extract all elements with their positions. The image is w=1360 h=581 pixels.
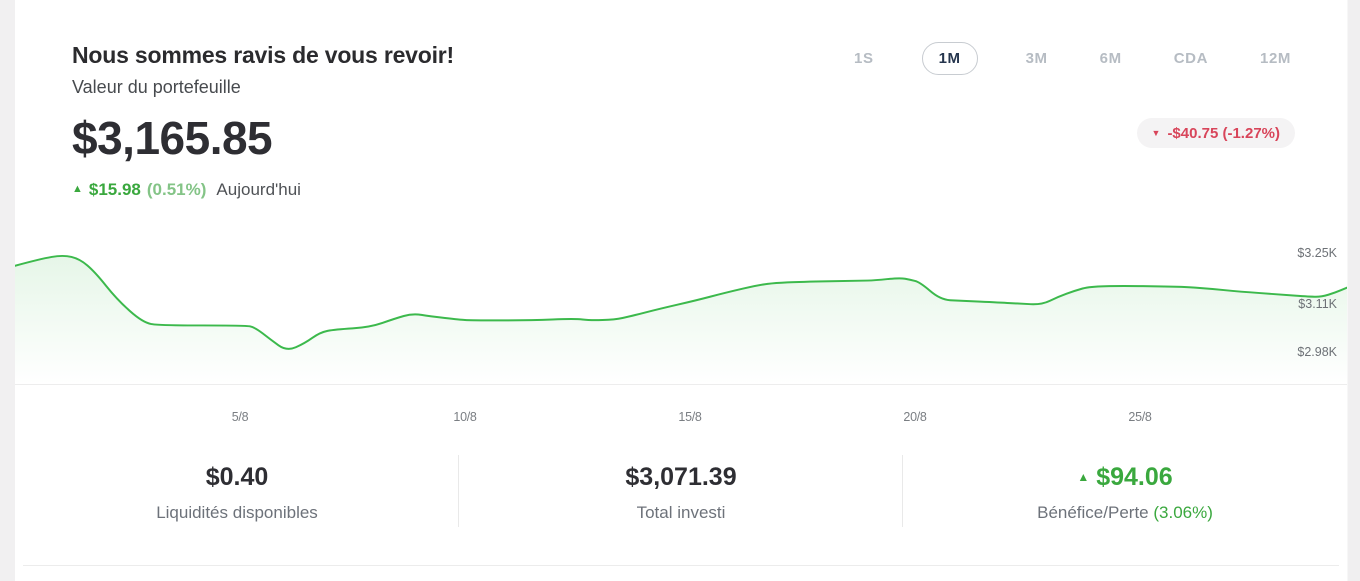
period-change-text: -$40.75 (-1.27%) bbox=[1167, 124, 1280, 142]
portfolio-chart: $3.25K $3.11K $2.98K bbox=[15, 246, 1347, 385]
tab-1s[interactable]: 1S bbox=[854, 50, 874, 67]
stat-divider bbox=[458, 455, 459, 527]
portfolio-card: Nous sommes ravis de vous revoir! Valeur… bbox=[15, 0, 1347, 581]
summary-stats-row: $0.40 Liquidités disponibles $3,071.39 T… bbox=[15, 453, 1347, 531]
chart-x-axis: 5/8 10/8 15/8 20/8 25/8 bbox=[15, 410, 1347, 428]
daily-change-percent: (0.51%) bbox=[146, 180, 207, 199]
y-tick-label: $3.25K bbox=[1297, 246, 1337, 261]
profit-loss-amount: $94.06 bbox=[1096, 463, 1173, 491]
stat-profit-loss: ▲ $94.06 Bénéfice/Perte (3.06%) bbox=[903, 453, 1347, 531]
tab-6m[interactable]: 6M bbox=[1099, 50, 1122, 67]
page-title: Nous sommes ravis de vous revoir! bbox=[72, 42, 454, 68]
arrow-down-icon: ▼ bbox=[1151, 128, 1161, 138]
chart-y-axis: $3.25K $3.11K $2.98K bbox=[1277, 246, 1337, 384]
tab-3m[interactable]: 3M bbox=[1025, 50, 1048, 67]
tab-cda[interactable]: CDA bbox=[1173, 50, 1209, 67]
x-tick-label: 10/8 bbox=[453, 410, 477, 424]
x-tick-label: 20/8 bbox=[903, 410, 927, 424]
total-invested-value: $3,071.39 bbox=[625, 463, 737, 491]
footer-divider bbox=[23, 565, 1339, 566]
daily-change-period: Aujourd'hui bbox=[216, 180, 301, 199]
x-tick-label: 15/8 bbox=[678, 410, 702, 424]
arrow-up-icon: ▲ bbox=[1077, 469, 1090, 484]
y-tick-label: $2.98K bbox=[1297, 345, 1337, 360]
tab-1m[interactable]: 1M bbox=[921, 42, 978, 75]
x-tick-label: 25/8 bbox=[1128, 410, 1152, 424]
scrollbar-track[interactable] bbox=[1347, 0, 1360, 581]
x-tick-label: 5/8 bbox=[231, 410, 249, 424]
chart-area-fill bbox=[15, 255, 1347, 384]
profit-loss-value: ▲ $94.06 bbox=[1077, 463, 1172, 492]
period-change-badge: ▼ -$40.75 (-1.27%) bbox=[1136, 118, 1295, 148]
total-invested-label: Total investi bbox=[636, 503, 726, 522]
y-tick-label: $3.11K bbox=[1298, 297, 1337, 312]
portfolio-chart-svg bbox=[15, 254, 1347, 384]
daily-change-amount: $15.98 bbox=[88, 180, 141, 199]
profit-loss-percent: (3.06%) bbox=[1153, 503, 1213, 522]
profit-loss-label-text: Bénéfice/Perte bbox=[1037, 503, 1149, 522]
time-range-tabs: 1S 1M 3M 6M CDA 12M bbox=[850, 42, 1295, 75]
portfolio-value-label: Valeur du portefeuille bbox=[72, 77, 241, 97]
stat-total-invested: $3,071.39 Total investi bbox=[459, 453, 903, 531]
portfolio-header: Nous sommes ravis de vous revoir! Valeur… bbox=[72, 42, 454, 200]
daily-change-row: ▲ $15.98 (0.51%) Aujourd'hui bbox=[72, 180, 454, 200]
available-cash-value: $0.40 bbox=[205, 463, 269, 491]
portfolio-value: $3,165.85 bbox=[72, 112, 273, 164]
available-cash-label: Liquidités disponibles bbox=[156, 503, 318, 522]
tab-12m[interactable]: 12M bbox=[1260, 50, 1291, 67]
arrow-up-icon: ▲ bbox=[72, 183, 83, 195]
page-gutter-left bbox=[0, 0, 15, 581]
chart-line bbox=[15, 254, 1347, 350]
stat-available-cash: $0.40 Liquidités disponibles bbox=[15, 453, 459, 531]
stat-divider bbox=[902, 455, 903, 527]
profit-loss-label: Bénéfice/Perte (3.06%) bbox=[1037, 503, 1213, 523]
